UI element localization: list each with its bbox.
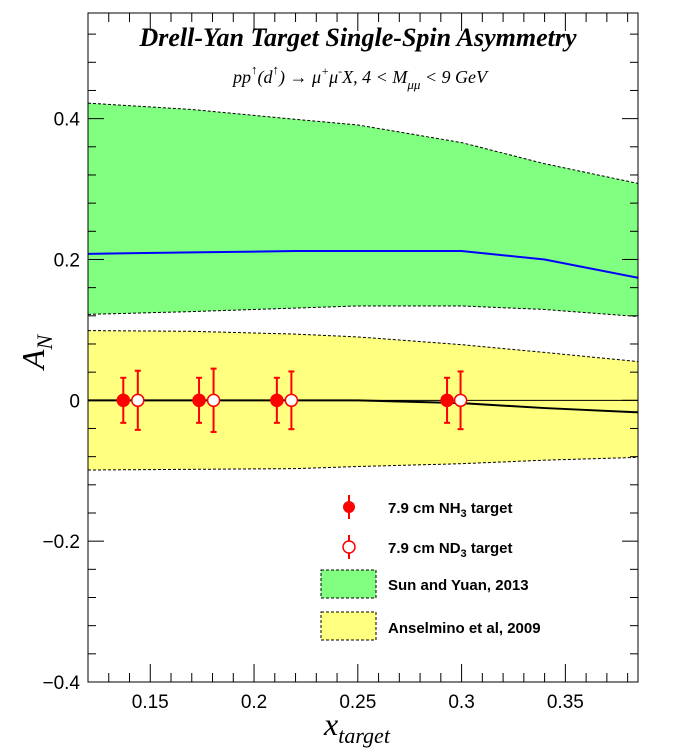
- x-tick-label: 0.15: [132, 692, 169, 713]
- band-central-line-0: [87, 250, 639, 279]
- x-tick-label: 0.2: [241, 692, 267, 713]
- data-point-s0-p0: [116, 393, 131, 408]
- legend-sun-yuan-label: Sun and Yuan, 2013: [388, 577, 529, 594]
- x-axis-label: xtarget: [323, 706, 391, 748]
- legend-nd3-label: 7.9 cm ND3 target: [388, 540, 513, 560]
- legend-nd3-marker: [342, 540, 356, 554]
- y-tick-label: −0.2: [42, 532, 80, 553]
- band-upper-edge-1: [87, 330, 639, 363]
- data-point-s1-p0: [131, 393, 145, 408]
- y-axis-label: AN: [15, 334, 57, 372]
- legend-nh3-marker: [343, 501, 355, 513]
- legend: 7.9 cm NH3 target 7.9 cm ND3 target Sun …: [320, 495, 541, 641]
- band-lower-edge-1: [87, 456, 639, 471]
- legend-sun-yuan-swatch: [320, 569, 377, 599]
- central-lines-layer: [87, 250, 639, 414]
- chart-subtitle: pp↑(d↑) → μ+μ-X, 4 < Mμμ < 9 GeV: [231, 62, 489, 92]
- plot-frame: [87, 12, 639, 683]
- chart-title: Drell-Yan Target Single-Spin Asymmetry: [139, 23, 577, 52]
- data-point-s1-p3: [453, 393, 468, 408]
- points-layer: [116, 367, 468, 434]
- axis-tick-labels: 0.15 0.2 0.25 0.3 0.35 −0.4 −0.2 0 0.2 0.4: [42, 110, 583, 713]
- data-point-s0-p3: [440, 393, 454, 408]
- legend-item-sun-yuan: Sun and Yuan, 2013: [320, 569, 529, 599]
- legend-item-nh3: 7.9 cm NH3 target: [343, 495, 513, 520]
- x-tick-label: 0.25: [339, 692, 376, 713]
- data-point-s1-p1: [206, 393, 221, 408]
- band-lower-edge-0: [87, 305, 639, 318]
- data-point-s1-p2: [284, 393, 299, 408]
- legend-item-anselmino: Anselmino et al, 2009: [320, 611, 541, 641]
- x-tick-label: 0.3: [448, 692, 474, 713]
- data-point-s0-p2: [270, 393, 284, 408]
- legend-item-nd3: 7.9 cm ND3 target: [342, 535, 513, 560]
- x-tick-label: 0.35: [547, 692, 584, 713]
- axis-ticks: [87, 13, 638, 683]
- legend-anselmino-swatch: [320, 611, 377, 641]
- y-tick-label: 0.2: [54, 250, 80, 271]
- data-point-s0-p1: [192, 393, 206, 408]
- y-tick-label: −0.4: [42, 673, 80, 694]
- band-fill-0: [88, 103, 638, 317]
- y-tick-label: 0: [69, 391, 80, 412]
- band-central-line-1: [88, 399, 639, 414]
- band-upper-edge-0: [87, 102, 639, 184]
- y-tick-label: 0.4: [54, 110, 81, 131]
- legend-nh3-label: 7.9 cm NH3 target: [388, 500, 513, 520]
- legend-anselmino-label: Anselmino et al, 2009: [388, 620, 541, 637]
